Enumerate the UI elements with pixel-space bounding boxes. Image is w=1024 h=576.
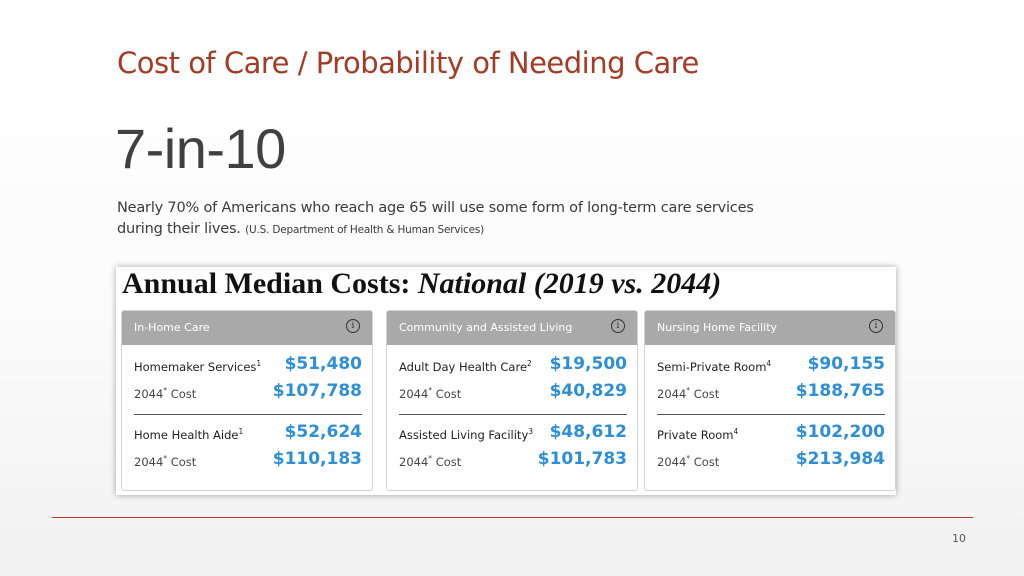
service-name: Home Health Aide1: [134, 427, 244, 442]
cost-row-2044: 2044* Cost $107,788: [134, 381, 362, 402]
headline-stat: 7-in-10: [115, 117, 286, 180]
divider: [399, 414, 627, 415]
cost-2044: $101,783: [537, 449, 627, 469]
info-icon[interactable]: i: [869, 319, 883, 333]
cost-row-2044: 2044* Cost $101,783: [399, 449, 627, 470]
cost-year-label: 2044* Cost: [134, 386, 197, 401]
card-nursing-home-facility: Nursing Home Facility i Semi-Private Roo…: [644, 310, 896, 491]
divider: [134, 414, 362, 415]
cost-year-label: 2044* Cost: [399, 386, 462, 401]
card-header: In-Home Care i: [122, 311, 372, 345]
cost-year-label: 2044* Cost: [657, 386, 720, 401]
info-icon[interactable]: i: [611, 319, 625, 333]
cost-row: Adult Day Health Care2 $19,500: [399, 354, 627, 375]
cost-row: Private Room4 $102,200: [657, 422, 885, 443]
footer-divider: [52, 517, 973, 518]
cost-row-2044: 2044* Cost $213,984: [657, 449, 885, 470]
cost-row: Home Health Aide1 $52,624: [134, 422, 362, 443]
source-citation: (U.S. Department of Health & Human Servi…: [245, 224, 485, 236]
cost-row: Assisted Living Facility3 $48,612: [399, 422, 627, 443]
cost-2019: $52,624: [284, 422, 362, 442]
page-number: 10: [952, 532, 966, 545]
cost-row-2044: 2044* Cost $188,765: [657, 381, 885, 402]
card-header: Nursing Home Facility i: [645, 311, 895, 345]
service-name: Assisted Living Facility3: [399, 427, 534, 442]
cost-year-label: 2044* Cost: [134, 454, 197, 469]
cost-row-2044: 2044* Cost $40,829: [399, 381, 627, 402]
card-header: Community and Assisted Living i: [387, 311, 637, 345]
service-name: Homemaker Services1: [134, 359, 262, 374]
cost-row-2044: 2044* Cost $110,183: [134, 449, 362, 470]
service-name: Adult Day Health Care2: [399, 359, 532, 374]
info-icon[interactable]: i: [346, 319, 360, 333]
panel-title: Annual Median Costs: National (2019 vs. …: [122, 267, 721, 301]
cost-2044: $213,984: [795, 449, 885, 469]
cost-2044: $188,765: [795, 381, 885, 401]
cost-row: Semi-Private Room4 $90,155: [657, 354, 885, 375]
card-header-label: Community and Assisted Living: [399, 321, 573, 334]
cost-2019: $90,155: [807, 354, 885, 374]
cost-panel: Annual Median Costs: National (2019 vs. …: [116, 267, 896, 495]
service-name: Semi-Private Room4: [657, 359, 772, 374]
cost-2044: $110,183: [272, 449, 362, 469]
panel-title-italic: National (2019 vs. 2044): [417, 267, 722, 300]
divider: [657, 414, 885, 415]
cost-year-label: 2044* Cost: [399, 454, 462, 469]
cost-2044: $107,788: [272, 381, 362, 401]
description-text: Nearly 70% of Americans who reach age 65…: [117, 200, 754, 237]
card-header-label: In-Home Care: [134, 321, 210, 334]
cost-2019: $19,500: [549, 354, 627, 374]
cost-row: Homemaker Services1 $51,480: [134, 354, 362, 375]
cost-2019: $48,612: [549, 422, 627, 442]
cost-2044: $40,829: [549, 381, 627, 401]
cost-2019: $102,200: [795, 422, 885, 442]
cost-2019: $51,480: [284, 354, 362, 374]
cost-year-label: 2044* Cost: [657, 454, 720, 469]
service-name: Private Room4: [657, 427, 739, 442]
card-in-home-care: In-Home Care i Homemaker Services1 $51,4…: [121, 310, 373, 491]
panel-title-prefix: Annual Median Costs:: [122, 267, 411, 300]
card-community-assisted-living: Community and Assisted Living i Adult Da…: [386, 310, 638, 491]
slide-title: Cost of Care / Probability of Needing Ca…: [117, 46, 699, 80]
description: Nearly 70% of Americans who reach age 65…: [117, 198, 757, 241]
card-header-label: Nursing Home Facility: [657, 321, 778, 334]
